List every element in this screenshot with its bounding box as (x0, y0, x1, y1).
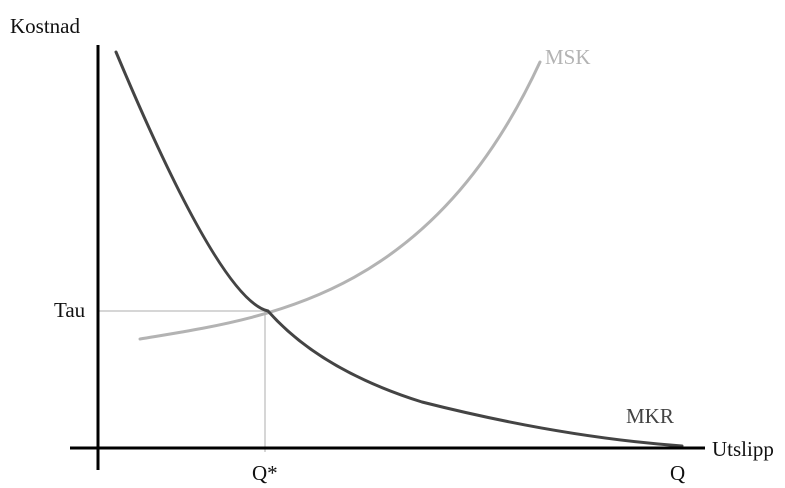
q-tick-label: Q (670, 461, 685, 485)
msk-curve-label: MSK (545, 45, 591, 69)
msk-curve (138, 60, 542, 341)
y-axis-label: Kostnad (10, 14, 80, 38)
tau-tick-label: Tau (54, 298, 86, 322)
mkr-curve-label: MKR (626, 404, 674, 428)
q-star-tick-label: Q* (252, 461, 278, 485)
x-axis-label: Utslipp (712, 437, 774, 461)
mkr-curve (114, 50, 684, 448)
